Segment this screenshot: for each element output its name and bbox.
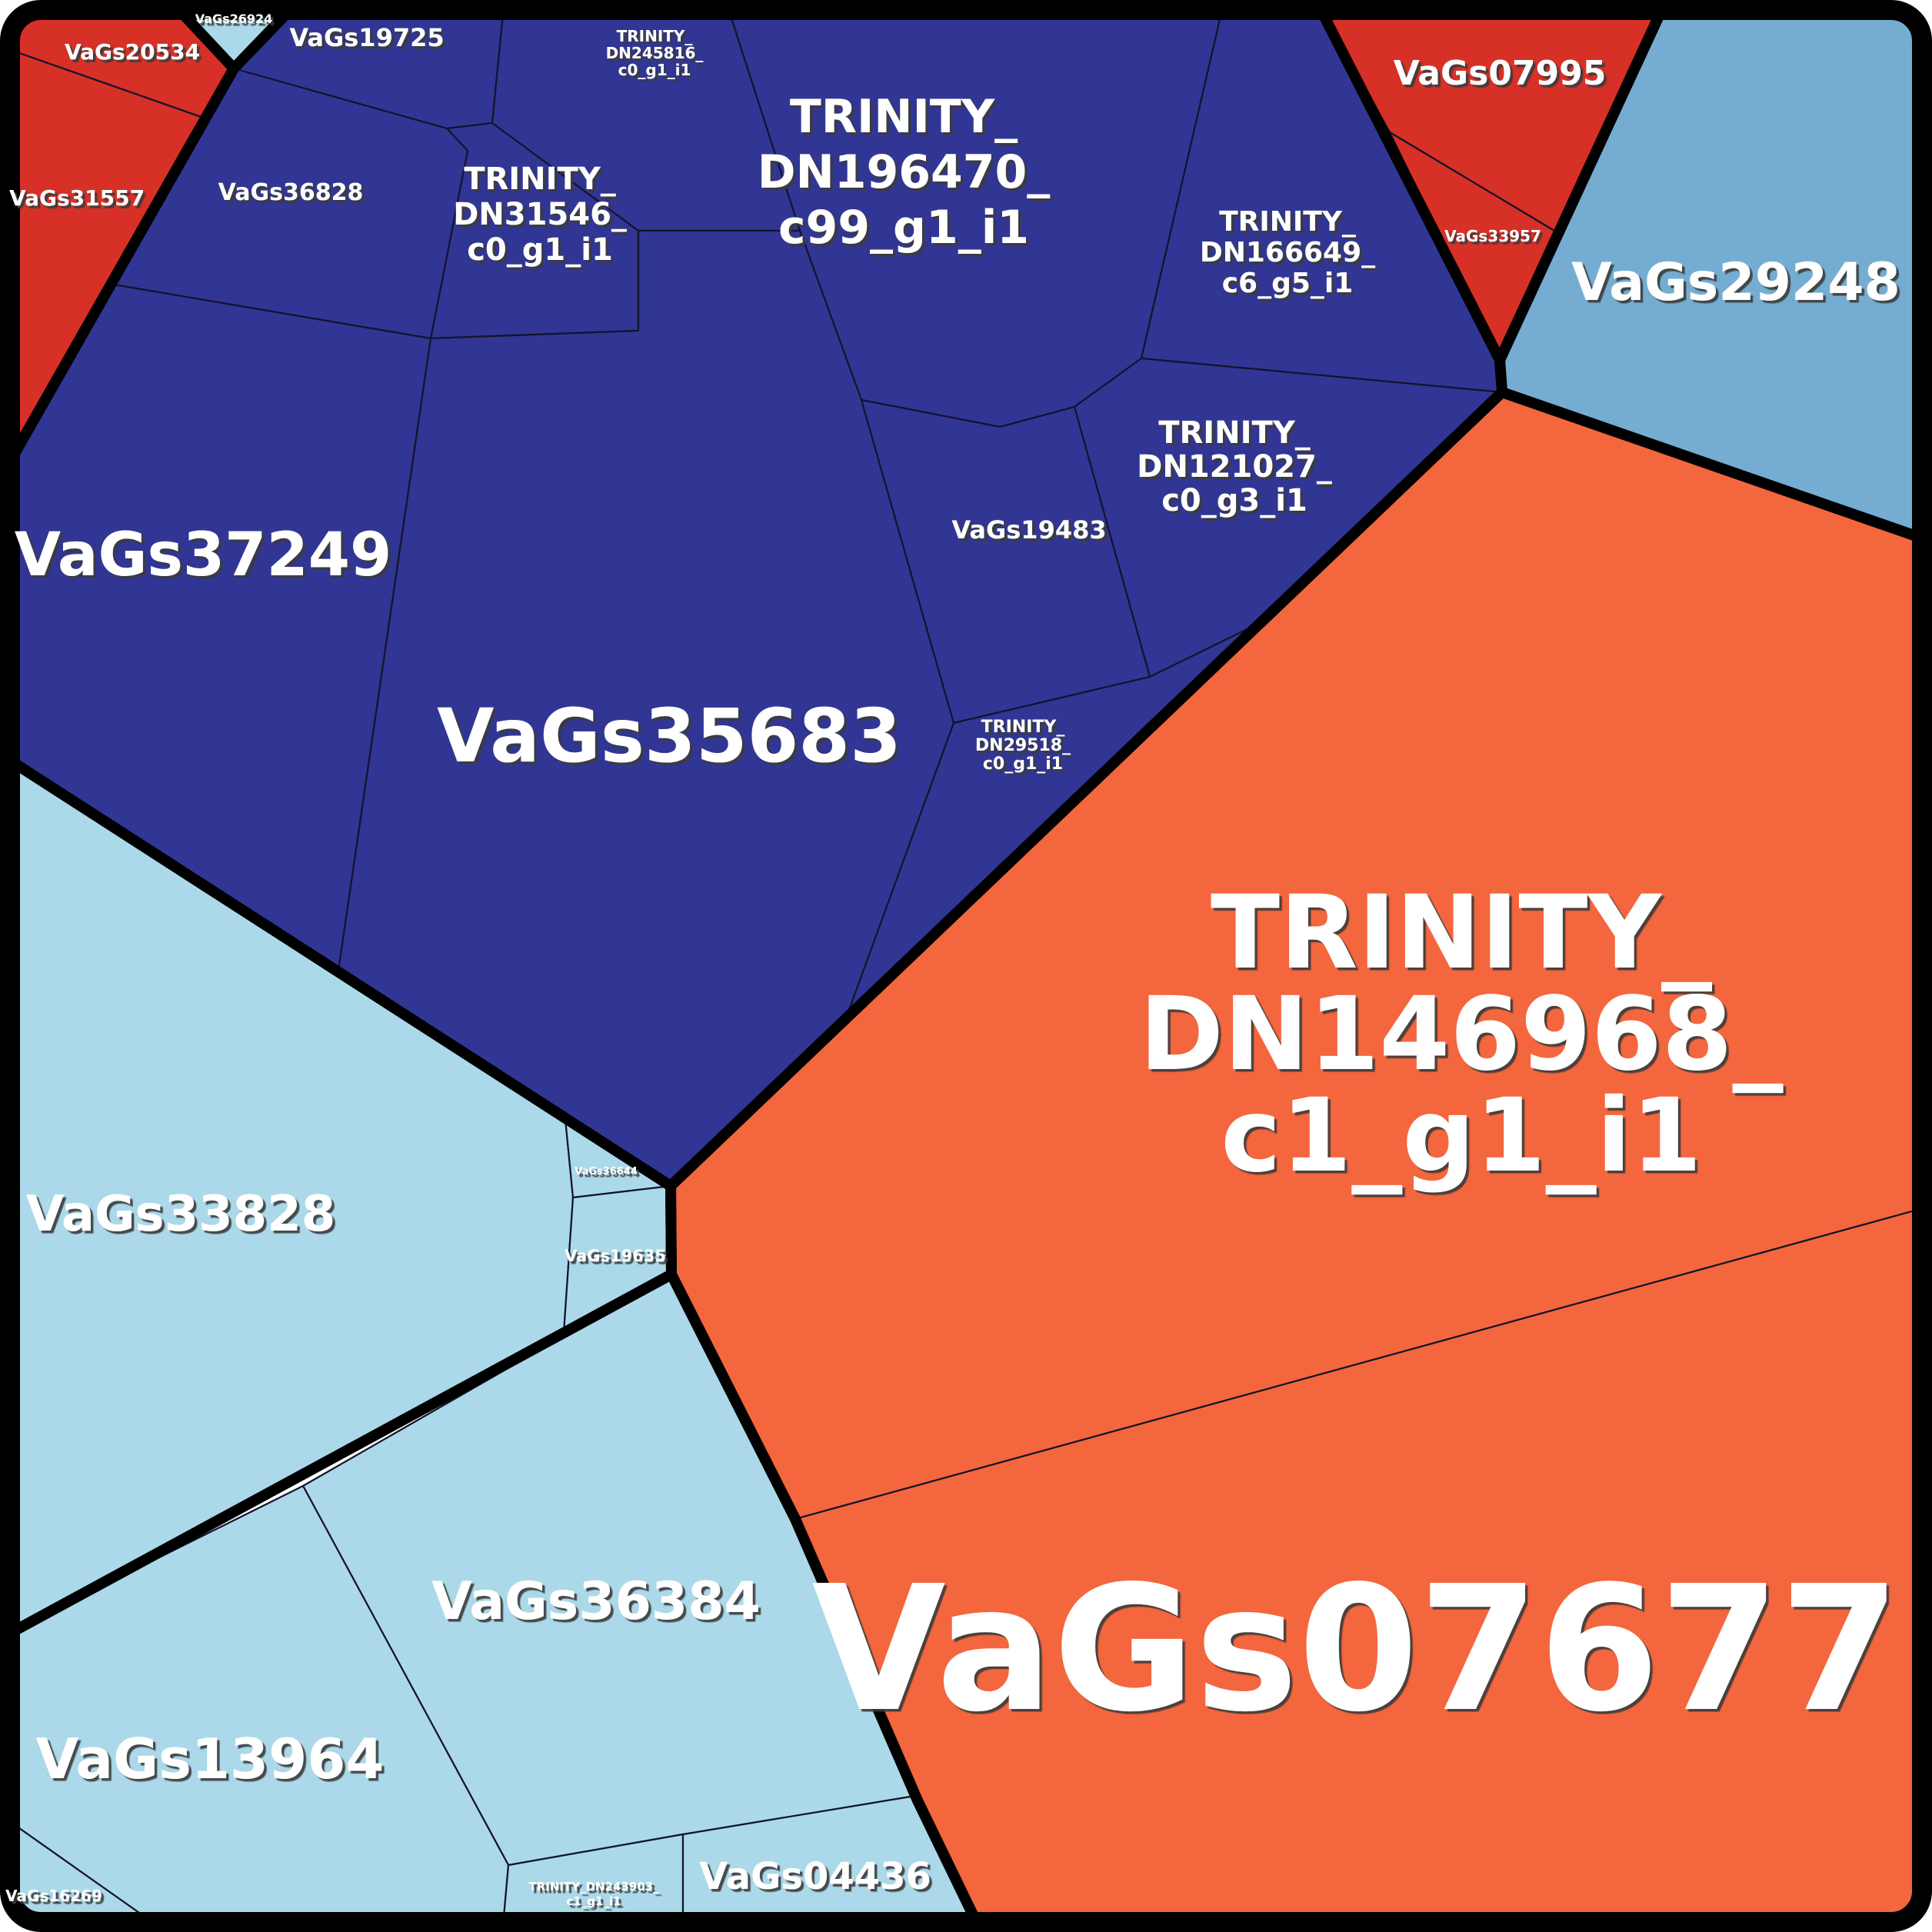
label-vags16269: VaGs16269 (5, 1887, 102, 1905)
label-vags36644: VaGs36644 (575, 1166, 638, 1178)
label-vags33957: VaGs33957 (1444, 227, 1541, 245)
label-trinity-dn121027-line1: TRINITY_ (1158, 415, 1311, 451)
label-vags35683: VaGs35683 (437, 693, 901, 779)
label-trinity-dn146968-line1: TRINITY_ (1211, 874, 1712, 992)
label-trinity-dn245816-line3: c0_g1_i1 (618, 61, 691, 79)
label-vags20534: VaGs20534 (65, 39, 200, 65)
label-trinity-dn146968-line2: DN146968_ (1139, 975, 1783, 1094)
label-trinity-dn121027-line3: c0_g3_i1 (1161, 483, 1307, 518)
label-trinity-dn243903-line1: TRINITY_DN243903_ (528, 1880, 659, 1894)
label-trinity-dn31546-line2: DN31546_ (453, 197, 627, 232)
label-trinity-dn245816-line1: TRINITY_ (617, 27, 693, 45)
label-vags19483: VaGs19483 (951, 515, 1106, 545)
label-trinity-dn31546-line3: c0_g1_i1 (467, 232, 613, 268)
label-trinity-dn29518-line1: TRINITY_ (981, 718, 1065, 737)
label-trinity-dn245816-line2: DN245816_ (606, 44, 704, 62)
label-vags07995: VaGs07995 (1394, 54, 1607, 93)
label-trinity-dn196470-line1: TRINITY_ (790, 90, 1018, 144)
label-vags33828: VaGs33828 (26, 1186, 336, 1243)
label-trinity-dn29518-line3: c0_g1_i1 (983, 754, 1063, 774)
label-vags04436: VaGs04436 (699, 1855, 931, 1898)
cell-vags19483 (860, 398, 1151, 724)
label-vags31557: VaGs31557 (9, 185, 145, 211)
label-trinity-dn166649-line1: TRINITY_ (1219, 206, 1356, 238)
label-vags13964: VaGs13964 (36, 1727, 385, 1791)
label-trinity-dn196470-line2: DN196470_ (758, 145, 1051, 199)
label-trinity-dn166649-line3: c6_g5_i1 (1222, 268, 1354, 299)
label-vags26924: VaGs26924 (195, 12, 273, 26)
label-trinity-dn243903-line2: c1_g1_i1 (566, 1894, 621, 1908)
label-vags29248: VaGs29248 (1571, 252, 1900, 313)
label-vags37249: VaGs37249 (15, 521, 392, 590)
label-trinity-dn29518-line2: DN29518_ (975, 736, 1071, 755)
label-trinity-dn166649-line2: DN166649_ (1200, 237, 1375, 268)
label-trinity-dn146968-line3: c1_g1_i1 (1221, 1077, 1702, 1195)
label-vags07677: VaGs07677 (811, 1549, 1900, 1750)
label-vags19635: VaGs19635 (565, 1247, 666, 1265)
label-trinity-dn31546-line1: TRINITY_ (464, 162, 616, 197)
label-vags36828: VaGs36828 (218, 179, 364, 206)
labels-layer: VaGs20534 VaGs26924 VaGs31557 VaGs19725 … (5, 12, 1900, 1908)
label-trinity-dn196470-line3: c99_g1_i1 (778, 201, 1029, 255)
label-vags36384: VaGs36384 (431, 1571, 761, 1632)
label-trinity-dn121027-line2: DN121027_ (1137, 449, 1332, 485)
label-vags19725: VaGs19725 (289, 23, 444, 52)
